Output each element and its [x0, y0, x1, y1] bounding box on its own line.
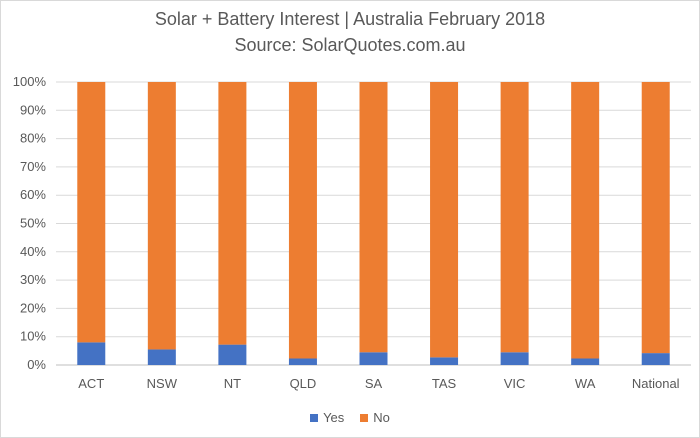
y-tick-label: 80%: [20, 131, 46, 146]
y-axis-ticks: 0% 10% 20% 30% 40% 50% 60% 70% 80% 90% 100%: [13, 74, 47, 372]
bar-no-qld: [288, 82, 317, 359]
x-tick-label: TAS: [432, 376, 457, 391]
bar-no-nsw: [147, 82, 176, 350]
y-tick-label: 10%: [20, 329, 46, 344]
bar-no-national: [641, 82, 670, 354]
bar-no-wa: [571, 82, 600, 359]
y-tick-label: 40%: [20, 244, 46, 259]
bar-no-nt: [218, 82, 247, 345]
bar-yes-tas: [430, 357, 459, 365]
x-tick-label: NSW: [147, 376, 178, 391]
legend-item-no: No: [360, 410, 390, 425]
y-tick-label: 90%: [20, 102, 46, 117]
legend-item-yes: Yes: [310, 410, 344, 425]
y-tick-label: 60%: [20, 187, 46, 202]
bar-no-act: [77, 82, 106, 343]
x-tick-label: NT: [224, 376, 241, 391]
bar-no-tas: [430, 82, 459, 358]
bar-no-sa: [359, 82, 388, 353]
bar-yes-sa: [359, 352, 388, 365]
bar-yes-act: [77, 342, 106, 365]
x-tick-label: National: [632, 376, 680, 391]
bar-yes-nsw: [147, 349, 176, 365]
x-tick-label: QLD: [290, 376, 317, 391]
bar-yes-nt: [218, 344, 247, 365]
y-tick-label: 70%: [20, 159, 46, 174]
legend: Yes No: [1, 410, 699, 425]
bar-yes-national: [641, 353, 670, 365]
x-tick-label: WA: [575, 376, 596, 391]
chart-subtitle: Source: SolarQuotes.com.au: [234, 35, 466, 55]
x-tick-label: VIC: [504, 376, 526, 391]
bar-yes-qld: [288, 358, 317, 365]
bar-no-vic: [500, 82, 529, 353]
chart-title: Solar + Battery Interest | Australia Feb…: [154, 9, 546, 29]
y-tick-label: 50%: [20, 216, 46, 231]
legend-swatch-no: [360, 413, 369, 422]
x-tick-label: SA: [365, 376, 383, 391]
bar-yes-wa: [571, 358, 600, 365]
y-tick-label: 0%: [27, 357, 46, 372]
y-tick-label: 100%: [13, 74, 47, 89]
bar-yes-vic: [500, 352, 529, 365]
y-tick-label: 30%: [20, 272, 46, 287]
legend-label-no: No: [373, 410, 390, 425]
y-tick-label: 20%: [20, 300, 46, 315]
legend-swatch-yes: [310, 413, 319, 422]
bars: [77, 82, 670, 365]
legend-label-yes: Yes: [323, 410, 345, 425]
x-tick-label: ACT: [78, 376, 104, 391]
x-axis-ticks: ACT NSW NT QLD SA TAS VIC WA National: [78, 376, 679, 391]
